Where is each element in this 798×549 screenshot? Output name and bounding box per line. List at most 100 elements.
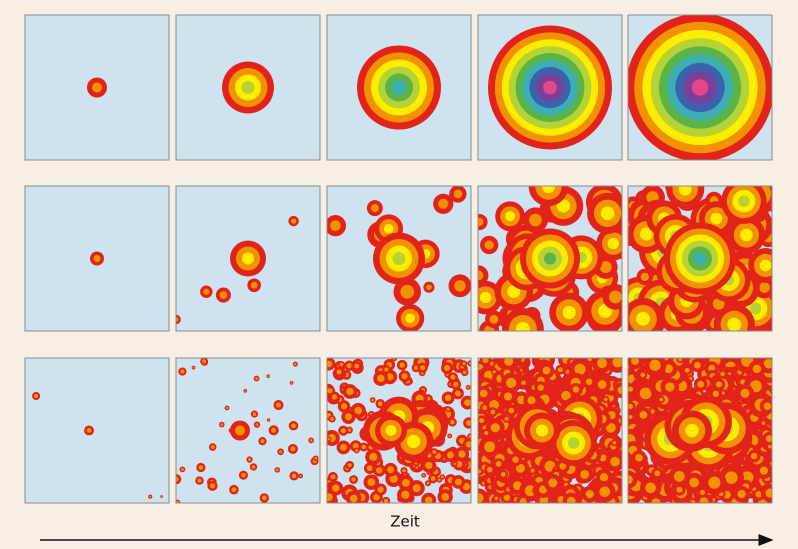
ring bbox=[659, 398, 663, 402]
ring bbox=[392, 81, 406, 95]
ring bbox=[641, 273, 649, 281]
ring bbox=[220, 291, 228, 299]
ring bbox=[449, 435, 451, 437]
ring bbox=[94, 255, 101, 262]
ring bbox=[640, 373, 645, 378]
ring bbox=[636, 312, 650, 326]
ring bbox=[355, 449, 358, 452]
ring bbox=[267, 375, 269, 377]
ring bbox=[327, 388, 332, 393]
ring bbox=[531, 469, 535, 473]
ring bbox=[480, 390, 488, 398]
ring bbox=[484, 441, 495, 452]
ring bbox=[211, 445, 215, 449]
panel bbox=[468, 167, 630, 350]
ring bbox=[753, 365, 762, 374]
ring bbox=[405, 314, 414, 323]
ring bbox=[340, 363, 344, 367]
ring bbox=[341, 403, 347, 409]
ring bbox=[645, 483, 656, 494]
ring bbox=[341, 428, 346, 433]
ring bbox=[482, 405, 487, 410]
ring bbox=[600, 473, 608, 481]
ring bbox=[764, 402, 772, 410]
ring bbox=[455, 390, 461, 396]
ring bbox=[197, 478, 201, 482]
ring bbox=[479, 418, 484, 423]
ring bbox=[504, 495, 510, 501]
ring bbox=[480, 292, 491, 303]
ring bbox=[351, 477, 355, 481]
ring bbox=[330, 417, 334, 421]
ring bbox=[738, 195, 749, 206]
ring bbox=[562, 306, 575, 319]
panel bbox=[25, 15, 169, 160]
ring bbox=[538, 384, 544, 390]
ring bbox=[529, 214, 542, 227]
ring bbox=[467, 386, 469, 388]
page: Zeit abc (() => { const data = JSON.pars… bbox=[0, 0, 798, 549]
ring bbox=[597, 358, 607, 368]
ring bbox=[294, 363, 297, 366]
ring bbox=[635, 454, 643, 462]
ring bbox=[34, 394, 38, 398]
ring bbox=[367, 478, 375, 486]
ring bbox=[727, 318, 741, 332]
ring bbox=[149, 496, 151, 498]
ring bbox=[431, 476, 436, 481]
ring bbox=[402, 479, 410, 487]
ring bbox=[720, 372, 725, 377]
ring bbox=[506, 378, 516, 388]
ring bbox=[226, 407, 228, 409]
ring bbox=[377, 486, 383, 492]
ring bbox=[482, 482, 485, 485]
ring bbox=[737, 490, 745, 498]
ring bbox=[685, 424, 698, 437]
ring bbox=[384, 224, 394, 234]
ring bbox=[400, 285, 414, 299]
ring bbox=[487, 467, 493, 473]
ring bbox=[271, 428, 276, 433]
ring bbox=[586, 378, 593, 385]
ring bbox=[740, 389, 749, 398]
ring bbox=[694, 362, 701, 369]
panel bbox=[321, 355, 475, 508]
ring bbox=[493, 370, 496, 373]
ring bbox=[604, 398, 608, 402]
ring bbox=[384, 499, 388, 503]
ring bbox=[740, 229, 753, 242]
panel bbox=[25, 358, 169, 503]
ring bbox=[505, 211, 515, 221]
ring bbox=[386, 425, 397, 436]
ring bbox=[495, 497, 498, 500]
ring bbox=[402, 373, 408, 379]
ring bbox=[612, 357, 623, 368]
ring bbox=[426, 482, 429, 485]
panel bbox=[25, 186, 169, 331]
ring bbox=[310, 439, 313, 442]
ring bbox=[760, 260, 772, 272]
ring bbox=[181, 468, 184, 471]
ring bbox=[463, 370, 467, 374]
ring bbox=[422, 474, 424, 476]
ring bbox=[536, 425, 548, 437]
panel bbox=[325, 185, 472, 332]
ring bbox=[420, 365, 425, 370]
ring bbox=[755, 491, 761, 497]
ring bbox=[330, 220, 341, 231]
ring bbox=[346, 388, 353, 395]
ring bbox=[654, 470, 660, 476]
ring bbox=[354, 364, 359, 369]
ring bbox=[376, 467, 382, 473]
ring bbox=[749, 303, 761, 315]
panel bbox=[617, 347, 782, 512]
ring bbox=[354, 407, 362, 415]
ring bbox=[751, 453, 757, 459]
ring bbox=[558, 367, 563, 372]
ring bbox=[674, 471, 685, 482]
ring bbox=[609, 290, 622, 303]
figure: Zeit abc bbox=[0, 0, 798, 549]
ring bbox=[453, 382, 458, 387]
ring bbox=[291, 218, 296, 223]
ring bbox=[711, 213, 723, 225]
